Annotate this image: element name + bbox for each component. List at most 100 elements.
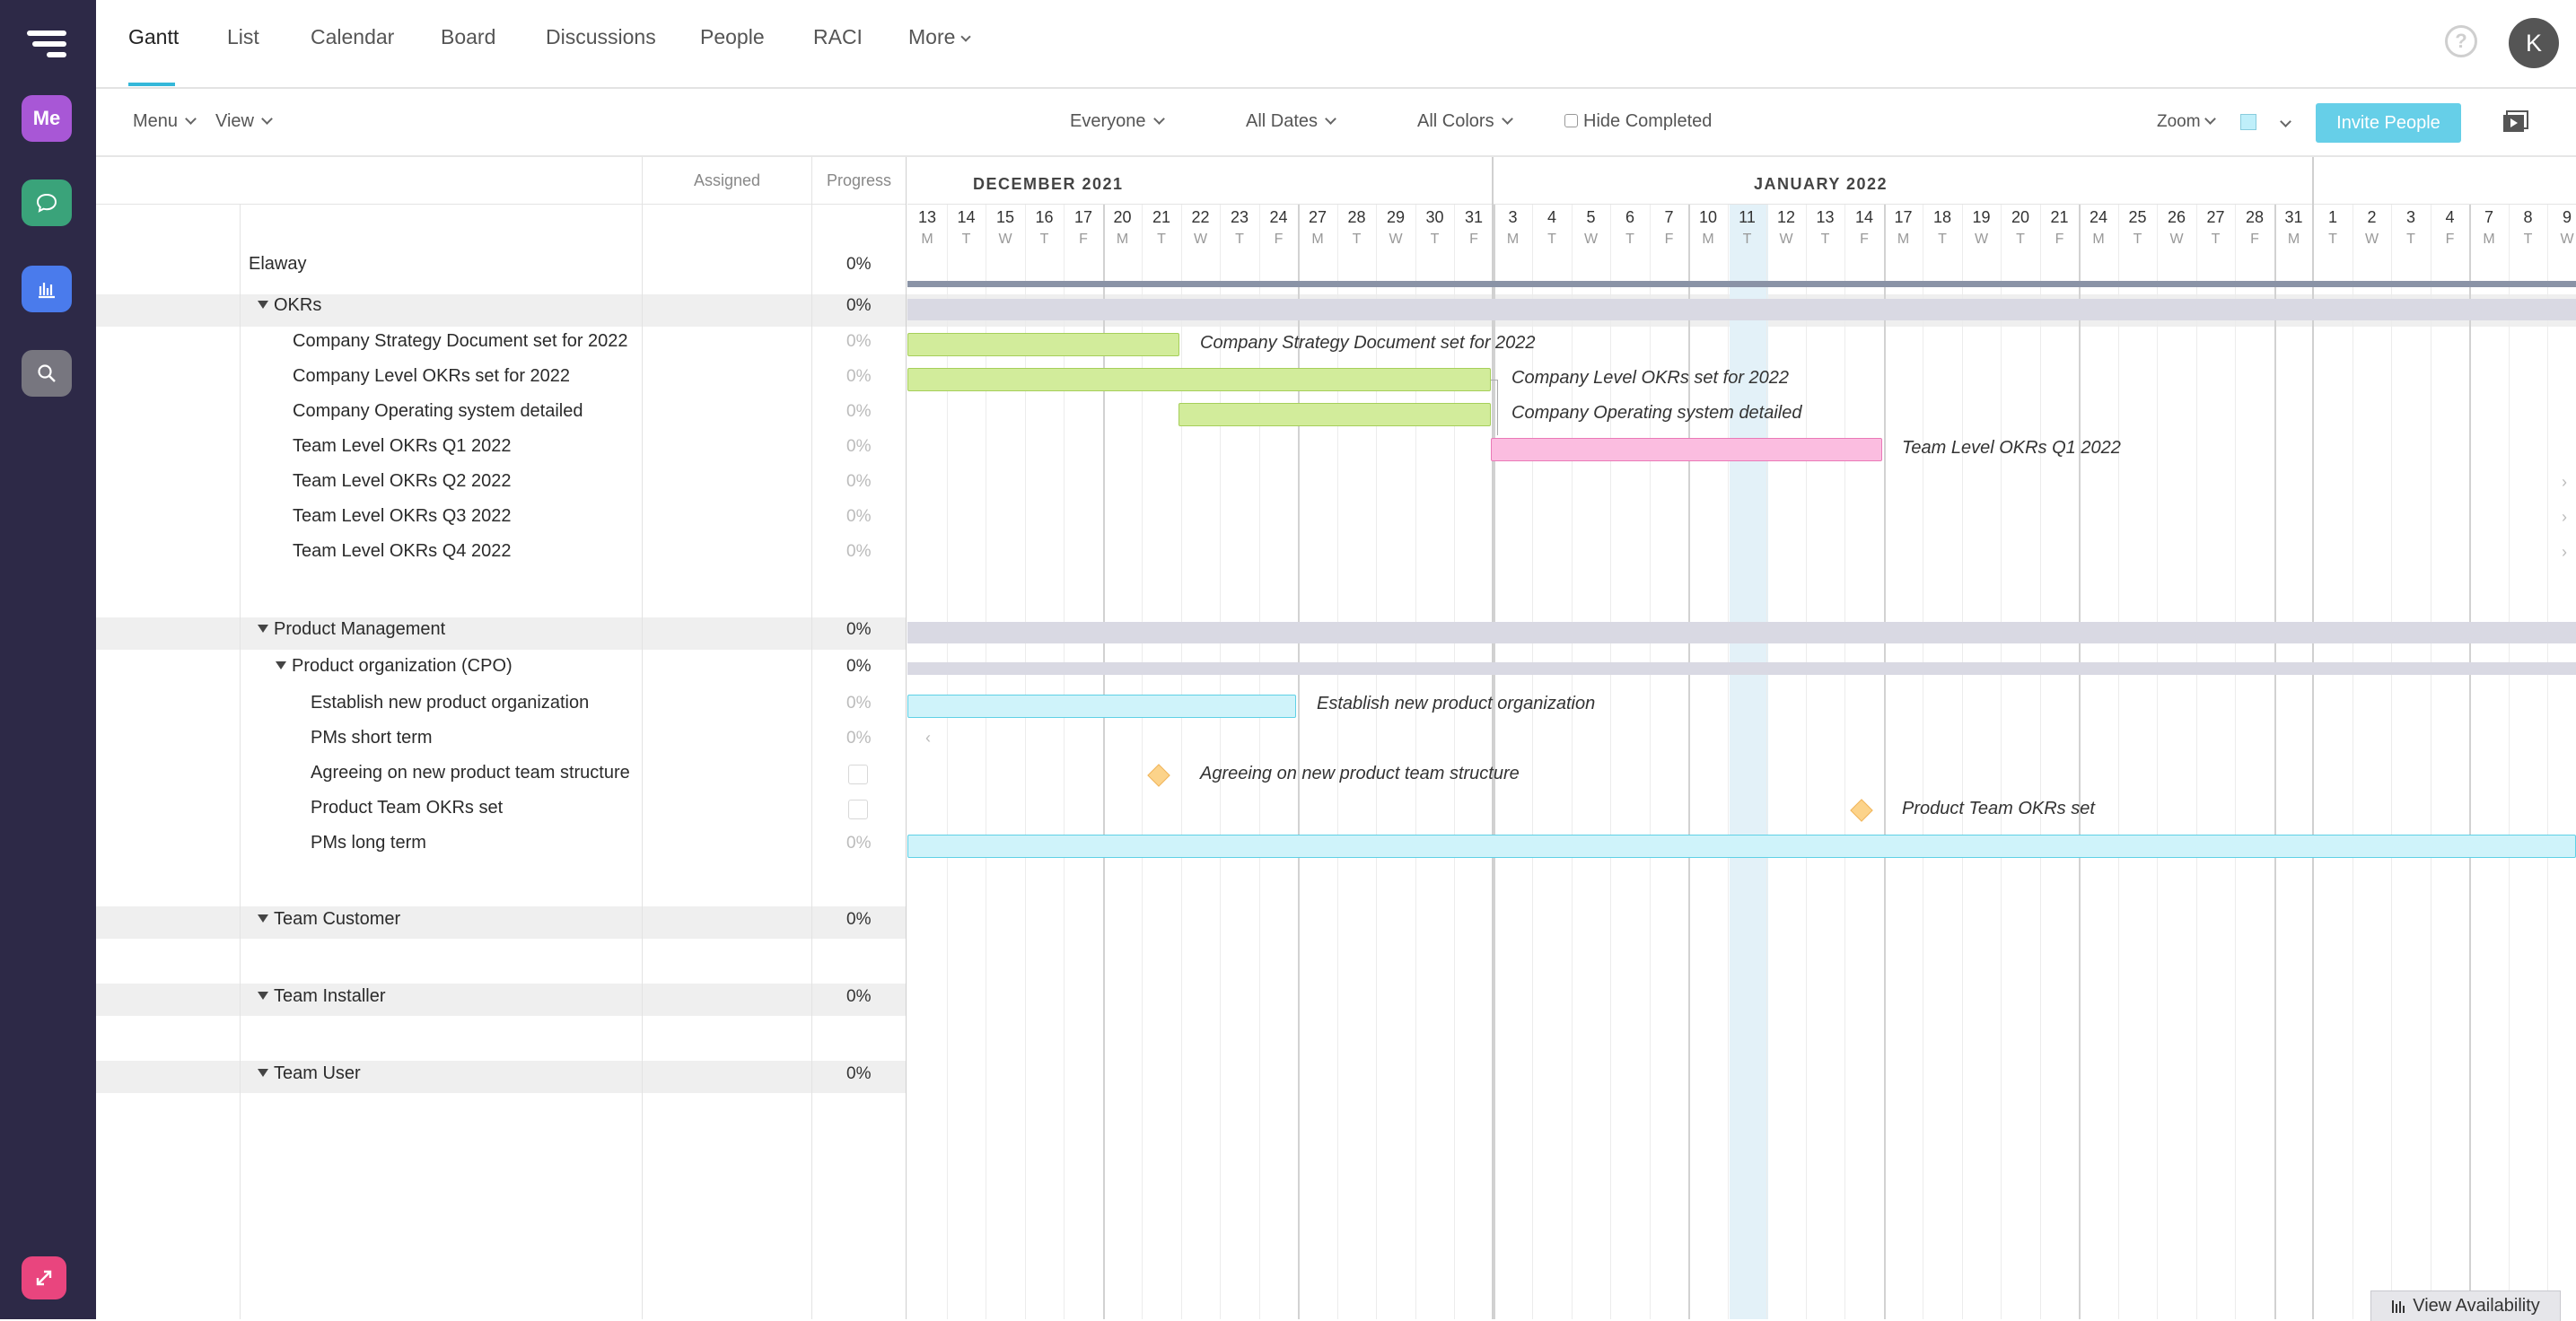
tab-people[interactable]: People [700,25,765,48]
group-team-customer[interactable]: Team Customer [258,909,400,930]
day-number: 26 [2167,208,2186,226]
day-number: 30 [1425,208,1444,226]
group-user-label: Team User [274,1063,361,1083]
search-icon[interactable] [22,350,72,397]
day-of-week: T [2328,232,2337,247]
collapse-triangle-icon[interactable] [258,1069,268,1077]
day-divider [2117,205,2119,1319]
chevron-down-icon[interactable] [2280,116,2291,127]
integrations-icon[interactable] [22,1256,66,1299]
chevron-right-icon[interactable]: › [2562,473,2567,491]
task-label[interactable]: Establish new product organization [311,693,590,713]
collapse-triangle-icon[interactable] [258,625,268,633]
user-progress: 0% [846,1064,872,1083]
chevron-down-icon [261,113,273,125]
task-label[interactable]: PMs short term [311,728,433,748]
group-team-installer[interactable]: Team Installer [258,986,386,1007]
assigned-column-header[interactable]: Assigned [694,171,761,189]
day-divider [2235,205,2236,1319]
milestone-label[interactable]: Agreeing on new product team structure [311,763,630,783]
task-bar[interactable] [907,333,1179,356]
chevron-right-icon[interactable]: › [2562,543,2567,561]
task-progress: 0% [846,367,872,386]
group-product-management[interactable]: Product Management [258,619,445,640]
help-icon[interactable]: ? [2445,25,2477,57]
colors-filter[interactable]: All Colors [1417,111,1513,132]
group-team-user[interactable]: Team User [258,1063,361,1084]
week-divider [1493,205,1495,1319]
task-label[interactable]: Team Level OKRs Q2 2022 [293,471,512,491]
avatar[interactable]: K [2509,18,2559,68]
column-divider [642,157,643,1319]
presentation-icon[interactable] [2502,110,2529,134]
tab-board[interactable]: Board [441,25,496,48]
day-of-week: F [1860,232,1869,247]
task-label[interactable]: Team Level OKRs Q1 2022 [293,436,512,456]
collapse-triangle-icon[interactable] [258,992,268,1000]
chevron-down-icon [2204,113,2216,125]
day-of-week: T [1742,232,1752,247]
day-number: 14 [957,208,976,226]
hide-completed-toggle[interactable]: Hide Completed [1564,111,1712,132]
menu-dropdown[interactable]: Menu [133,111,197,132]
hide-completed-checkbox[interactable] [1564,114,1578,127]
project-row-label[interactable]: Elaway [249,254,307,274]
day-of-week: F [2055,232,2064,247]
reports-icon[interactable] [22,266,72,312]
group-okrs-label: OKRs [274,295,322,315]
group-cpo[interactable]: Product organization (CPO) [276,656,513,677]
milestone-label[interactable]: Product Team OKRs set [311,798,504,818]
dates-filter[interactable]: All Dates [1246,111,1336,132]
tab-more[interactable]: More [908,25,972,49]
day-divider [946,205,948,1319]
task-bar[interactable] [1178,403,1491,426]
milestone-checkbox[interactable] [848,765,868,784]
task-label[interactable]: Team Level OKRs Q4 2022 [293,541,512,561]
task-label[interactable]: Company Level OKRs set for 2022 [293,366,571,386]
gantt-timeline: DECEMBER 2021 JANUARY 2022 13 M 14 T 15 W 16 T 1… [907,157,2576,1319]
everyone-filter[interactable]: Everyone [1070,111,1165,132]
tab-discussions[interactable]: Discussions [546,25,656,48]
view-dropdown[interactable]: View [215,111,273,132]
chat-icon[interactable] [22,179,72,226]
tab-list[interactable]: List [227,25,259,48]
day-of-week: T [1938,232,1947,247]
week-divider [2274,205,2276,1319]
collapse-triangle-icon[interactable] [258,301,268,309]
view-availability-button[interactable]: View Availability [2370,1290,2561,1321]
task-bar[interactable] [907,835,2576,858]
task-label[interactable]: Team Level OKRs Q3 2022 [293,506,512,526]
task-progress: 0% [846,834,872,853]
progress-column-header[interactable]: Progress [827,171,892,189]
task-bar[interactable] [1491,438,1882,461]
group-pm-label: Product Management [274,619,446,639]
task-label[interactable]: Company Operating system detailed [293,401,583,421]
milestone-diamond[interactable] [1850,799,1873,822]
invite-people-button[interactable]: Invite People [2316,103,2461,143]
day-number: 15 [995,208,1015,226]
task-label[interactable]: PMs long term [311,833,426,853]
milestone-diamond[interactable] [1147,764,1170,787]
tab-raci[interactable]: RACI [813,25,863,48]
chevron-left-icon[interactable]: ‹ [925,729,931,747]
group-summary-bar[interactable] [907,662,2576,675]
color-swatch[interactable] [2240,114,2256,130]
me-button[interactable]: Me [22,95,72,142]
task-bar[interactable] [907,695,1296,718]
tab-calendar[interactable]: Calendar [311,25,395,48]
zoom-dropdown[interactable]: Zoom [2157,112,2216,132]
task-bar[interactable] [907,368,1491,391]
collapse-triangle-icon[interactable] [258,914,268,923]
app-logo-icon[interactable] [27,31,66,59]
project-summary-bar[interactable] [907,281,2576,287]
group-summary-bar[interactable] [907,299,2576,320]
group-okrs[interactable]: OKRs [258,295,321,316]
day-of-week: W [1974,232,1989,247]
group-summary-bar[interactable] [907,622,2576,643]
task-label[interactable]: Company Strategy Document set for 2022 [293,331,628,351]
tab-gantt[interactable]: Gantt [128,25,180,48]
collapse-triangle-icon[interactable] [276,661,286,669]
chevron-right-icon[interactable]: › [2562,508,2567,526]
day-divider [1532,205,1533,1319]
milestone-checkbox[interactable] [848,800,868,819]
